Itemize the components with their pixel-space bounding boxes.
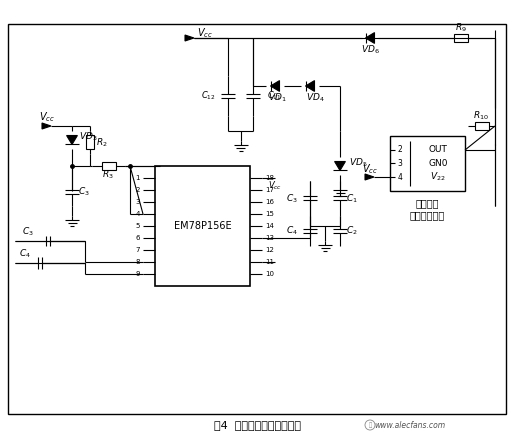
Text: $V_{22}$: $V_{22}$: [430, 171, 446, 183]
Text: $R_9$: $R_9$: [455, 22, 467, 34]
Text: $VD_6$: $VD_6$: [361, 44, 379, 56]
Text: 18: 18: [265, 175, 274, 181]
Text: 8: 8: [136, 259, 140, 265]
Text: 4: 4: [397, 173, 402, 181]
Text: $R_3$: $R_3$: [102, 169, 114, 181]
Polygon shape: [270, 81, 280, 92]
Text: $C_4$: $C_4$: [286, 225, 298, 237]
Text: $C_3$: $C_3$: [22, 226, 34, 238]
Text: 1: 1: [136, 175, 140, 181]
Bar: [454, 34, 468, 42]
Text: $C_1$: $C_1$: [346, 192, 358, 205]
Bar: [474, 122, 488, 130]
Text: EM78P156E: EM78P156E: [174, 221, 231, 231]
Bar: [8, 24, 506, 414]
Text: 13: 13: [265, 235, 274, 241]
Bar: [390, 136, 465, 191]
Text: 15: 15: [265, 211, 274, 217]
Polygon shape: [365, 33, 375, 44]
Text: $C_4$: $C_4$: [19, 248, 31, 260]
Text: 14: 14: [265, 223, 274, 229]
Polygon shape: [185, 35, 194, 41]
Bar: [155, 166, 250, 286]
Text: 16: 16: [265, 199, 274, 205]
Text: 图4  无线遥控信号译码模块: 图4 无线遥控信号译码模块: [213, 420, 301, 430]
Text: $R_{10}$: $R_{10}$: [473, 110, 489, 122]
Text: $VD_1$: $VD_1$: [268, 92, 286, 104]
Text: $VD_4$: $VD_4$: [306, 92, 324, 104]
Text: 信号接收模块: 信号接收模块: [410, 210, 445, 220]
Text: 7: 7: [136, 247, 140, 253]
Circle shape: [365, 420, 375, 430]
Text: $V_{cc}$: $V_{cc}$: [362, 162, 378, 176]
Text: 10: 10: [265, 271, 274, 277]
Text: $VD_5$: $VD_5$: [348, 157, 368, 169]
Text: 5: 5: [136, 223, 140, 229]
Text: $V_{cc}$: $V_{cc}$: [39, 110, 55, 124]
Text: $C_3$: $C_3$: [78, 186, 90, 198]
Text: OUT: OUT: [429, 146, 448, 154]
Text: 3: 3: [397, 159, 402, 168]
Bar: [86, 136, 94, 150]
Text: 4: 4: [136, 211, 140, 217]
Text: $C_2$: $C_2$: [346, 225, 358, 237]
Text: 11: 11: [265, 259, 274, 265]
Text: $C_{12}$: $C_{12}$: [201, 90, 216, 102]
Polygon shape: [335, 161, 345, 170]
Text: 3: 3: [136, 199, 140, 205]
Text: $R_2$: $R_2$: [96, 137, 108, 149]
Text: $C_{11}$: $C_{11}$: [267, 90, 282, 102]
Polygon shape: [67, 136, 78, 144]
Text: 2: 2: [398, 146, 402, 154]
Bar: [101, 162, 116, 170]
Polygon shape: [365, 174, 374, 180]
Polygon shape: [42, 123, 51, 129]
Text: 17: 17: [265, 187, 274, 193]
Text: 12: 12: [265, 247, 274, 253]
Polygon shape: [305, 81, 315, 92]
Text: www.alecfans.com: www.alecfans.com: [374, 420, 446, 429]
Text: $V_{cc}$: $V_{cc}$: [268, 180, 282, 192]
Text: GN0: GN0: [428, 159, 448, 168]
Text: 9: 9: [136, 271, 140, 277]
Text: $V_{cc}$: $V_{cc}$: [197, 26, 213, 40]
Text: $VD_3$: $VD_3$: [79, 131, 97, 143]
Text: $C_3$: $C_3$: [286, 192, 298, 205]
Text: 6: 6: [136, 235, 140, 241]
Text: 2: 2: [136, 187, 140, 193]
Text: 无线遥控: 无线遥控: [416, 198, 439, 208]
Text: 电: 电: [369, 422, 372, 428]
